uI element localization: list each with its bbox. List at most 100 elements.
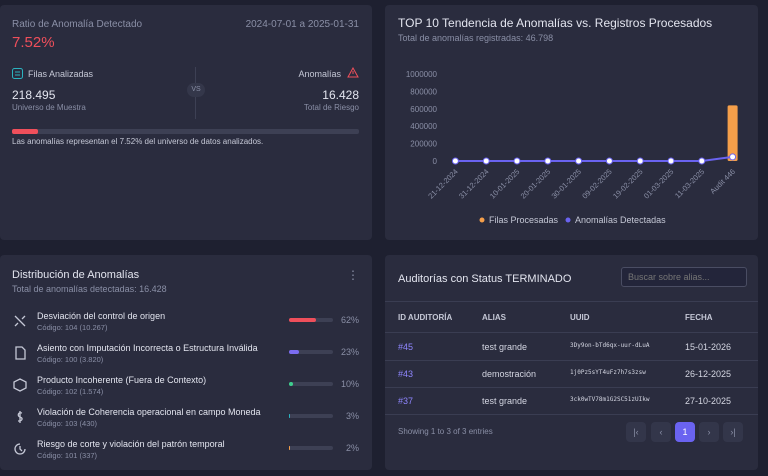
y-tick-label: 0 [433, 157, 438, 166]
item-bar [289, 414, 291, 418]
separator [385, 387, 758, 388]
uuid-cell: 3Dy9on-bTd6qx-uur-dLuA [570, 342, 650, 349]
item-name: Desviación del control de origen [37, 311, 166, 321]
item-name: Riesgo de corte y violación del patrón t… [37, 439, 225, 449]
table-card: Auditorías con Status TERMINADO Showing … [385, 255, 758, 470]
item-name: Violación de Coherencia operacional en c… [37, 407, 261, 417]
ratio-label: Ratio de Anomalía Detectado [12, 19, 143, 30]
anomalies-caption: Total de Riesgo [303, 103, 359, 112]
point [482, 157, 490, 165]
x-tick-label: 09-02-2025 [580, 167, 613, 200]
column-header: ID AUDITORÍA [398, 313, 453, 322]
item-name: Producto Incoherente (Fuera de Contexto) [37, 375, 207, 385]
item-percent: 23% [340, 347, 359, 357]
item-track [289, 446, 333, 450]
ratio-bar [12, 129, 39, 134]
item-code: Código: 103 (430) [37, 419, 98, 428]
next-page[interactable]: › [699, 422, 719, 442]
item-track [289, 350, 333, 354]
y-tick-label: 600000 [410, 105, 437, 114]
vs-badge: VS [187, 83, 205, 97]
y-tick-label: 800000 [410, 87, 437, 96]
anomalies-value: 16.428 [322, 88, 359, 102]
line [455, 155, 733, 162]
audit-id-link[interactable]: #45 [398, 342, 414, 352]
item-code: Código: 102 (1.574) [37, 387, 104, 396]
x-tick-label: 31-12-2024 [457, 167, 490, 200]
trend-card: TOP 10 Tendencia de Anomalías vs. Regist… [385, 5, 758, 240]
first-page[interactable]: |‹ [626, 422, 646, 442]
alias-cell: test grande [482, 396, 528, 406]
audit-id-link[interactable]: #37 [398, 396, 414, 406]
uuid-cell: 3ck0wTV78m1G2SC51zUIkw [570, 396, 650, 403]
legend-label: Filas Procesadas [489, 215, 559, 225]
point [575, 157, 583, 165]
legend-marker [479, 217, 485, 223]
prev-page[interactable]: ‹ [651, 422, 671, 442]
point [605, 157, 613, 165]
point [698, 157, 706, 165]
chart-subtitle: Total de anomalías registradas: 46.798 [398, 33, 553, 43]
ratio-track [12, 129, 359, 134]
y-tick-label: 400000 [410, 122, 437, 131]
ratio-value: 7.52% [12, 34, 55, 51]
distribution-title: Distribución de Anomalías [12, 269, 140, 281]
menu-button[interactable]: ⋮ [347, 268, 359, 282]
uuid-cell: 1j0Pz5sYT4uFz7h7s3zsw [570, 369, 646, 376]
last-page[interactable]: ›| [723, 422, 743, 442]
anomalies-label: Anomalías [298, 69, 341, 79]
date-cell: 26-12-2025 [685, 369, 732, 379]
item-code: Código: 104 (10.267) [37, 323, 108, 332]
x-tick-label: 21-12-2024 [426, 167, 459, 200]
point [544, 157, 552, 165]
audit-id-link[interactable]: #43 [398, 369, 414, 379]
legend-marker [565, 217, 571, 223]
warning-icon [347, 67, 359, 78]
y-tick-label: 200000 [410, 140, 437, 149]
table-footer: Showing 1 to 3 of 3 entries [398, 427, 493, 436]
item-bar [289, 382, 294, 386]
column-header: UUID [570, 313, 590, 322]
item-icon [14, 443, 26, 455]
separator [385, 301, 758, 302]
item-bar [289, 350, 300, 354]
item-track [289, 382, 333, 386]
date-cell: 27-10-2025 [685, 396, 732, 406]
x-tick-label: 20-01-2025 [519, 167, 552, 200]
item-icon [15, 346, 26, 360]
ratio-note: Las anomalías representan el 7.52% del u… [12, 137, 264, 146]
item-bar [289, 446, 290, 450]
date-cell: 15-01-2026 [685, 342, 732, 352]
x-tick-label: 30-01-2025 [550, 167, 583, 200]
chart-title: TOP 10 Tendencia de Anomalías vs. Regist… [398, 16, 712, 30]
item-code: Código: 100 (3.820) [37, 355, 104, 364]
item-code: Código: 101 (337) [37, 451, 98, 460]
table-title: Auditorías con Status TERMINADO [398, 273, 572, 285]
x-tick-label: 19-02-2025 [611, 167, 644, 200]
point [667, 157, 675, 165]
rows-label: Filas Analizadas [28, 69, 94, 79]
item-percent: 3% [345, 411, 359, 421]
rows-caption: Universo de Muestra [12, 103, 86, 112]
search-input[interactable] [621, 267, 747, 287]
item-percent: 2% [345, 443, 359, 453]
item-icon [17, 411, 23, 423]
item-name: Asiento con Imputación Incorrecta o Estr… [37, 343, 258, 353]
separator [385, 360, 758, 361]
separator [385, 332, 758, 333]
bar [727, 105, 738, 161]
x-tick-label: Audit 446 [708, 167, 737, 196]
x-tick-label: 11-03-2025 [673, 167, 706, 200]
separator [385, 414, 758, 415]
point [729, 153, 737, 161]
item-track [289, 414, 333, 418]
page-button[interactable]: 1 [675, 422, 695, 442]
item-percent: 10% [340, 379, 359, 389]
x-tick-label: 10-01-2025 [488, 167, 521, 200]
distribution-subtitle: Total de anomalías detectadas: 16.428 [12, 284, 167, 294]
item-track [289, 318, 333, 322]
item-icon [14, 315, 26, 327]
point [513, 157, 521, 165]
y-tick-label: 1000000 [406, 70, 438, 79]
